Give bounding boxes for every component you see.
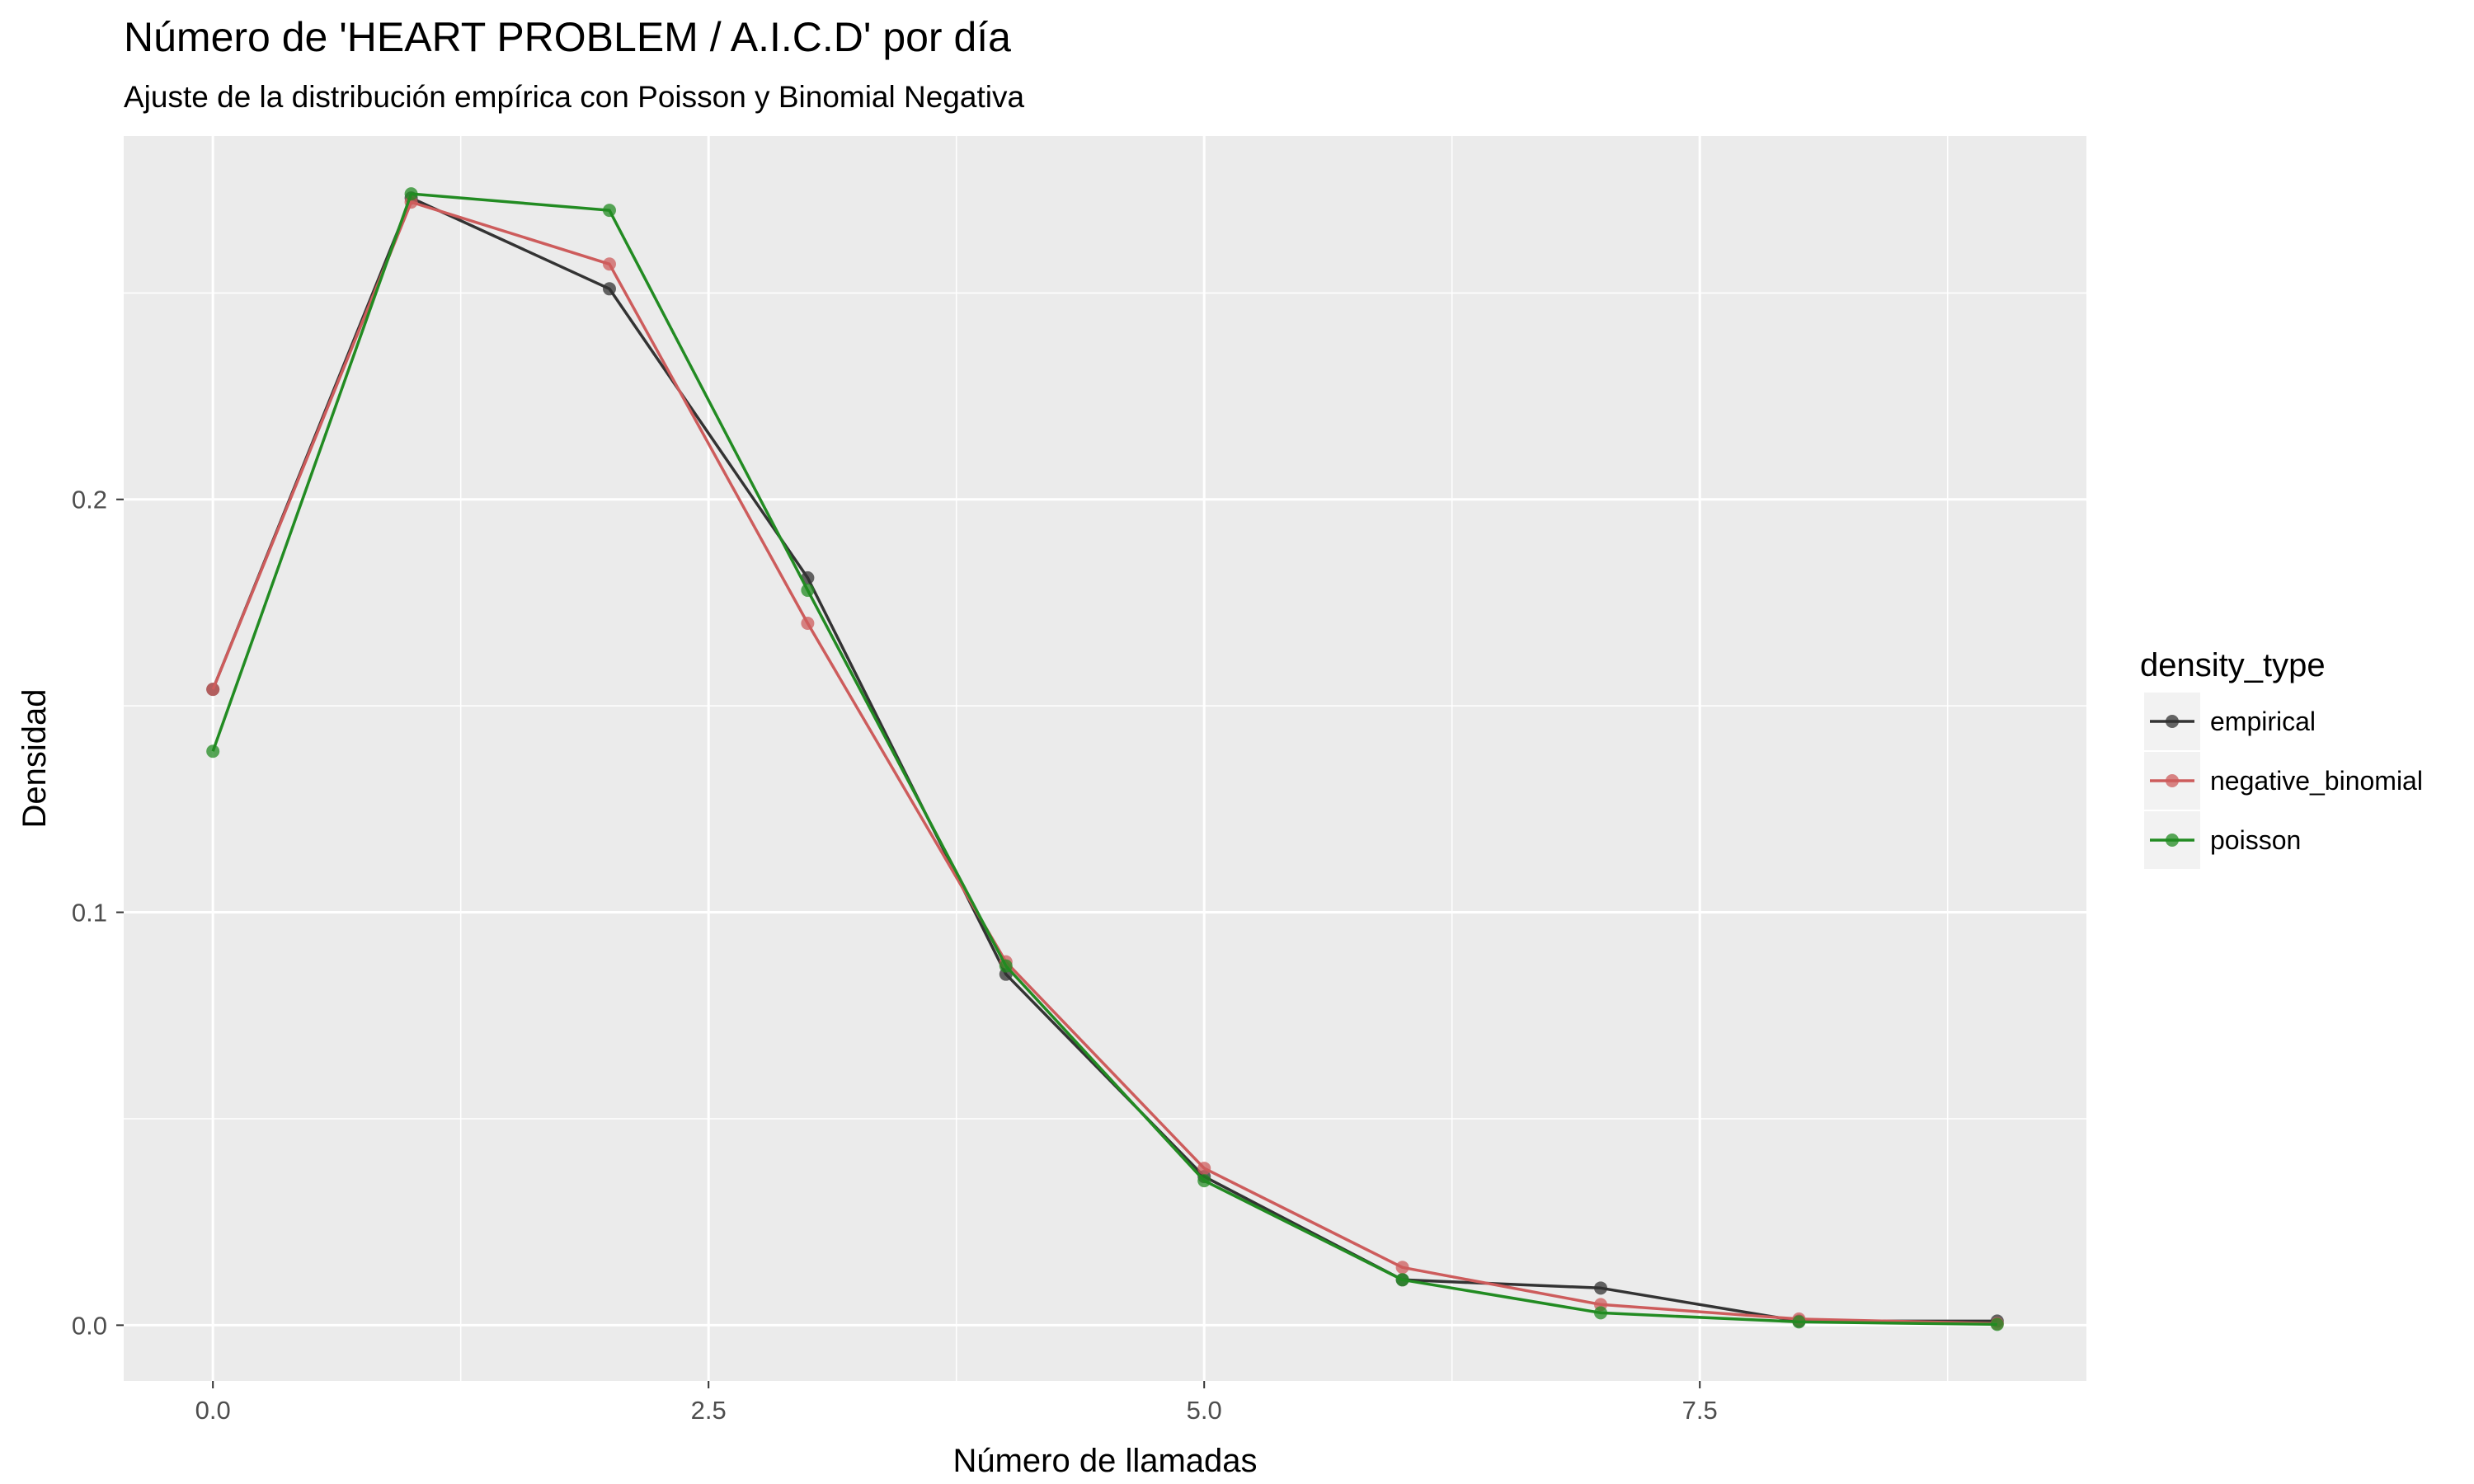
data-point-negative_binomial <box>801 616 815 630</box>
data-point-poisson <box>206 744 220 758</box>
data-point-empirical <box>602 282 616 296</box>
plot-panel <box>124 136 2086 1381</box>
y-axis: 0.0 0.1 0.2 <box>72 486 124 1340</box>
data-point-poisson <box>602 204 616 218</box>
data-point-negative_binomial <box>1395 1261 1409 1275</box>
x-axis: 0.0 2.5 5.0 7.5 <box>195 1381 1718 1425</box>
x-tick-label: 0.0 <box>195 1396 231 1425</box>
series-line-poisson <box>211 192 1997 1327</box>
data-point-negative_binomial <box>206 683 220 697</box>
x-tick-label: 2.5 <box>691 1396 727 1425</box>
series-layer <box>206 187 2004 1331</box>
legend-key-point <box>2166 834 2179 847</box>
y-tick-label: 0.2 <box>72 486 107 514</box>
y-tick-label: 0.0 <box>72 1311 107 1340</box>
chart-title: Número de 'HEART PROBLEM / A.I.C.D' por … <box>124 14 1011 60</box>
data-point-poisson <box>1594 1306 1608 1320</box>
data-point-poisson <box>404 187 418 201</box>
legend-label: poisson <box>2210 825 2301 855</box>
data-point-poisson <box>801 583 815 597</box>
data-point-poisson <box>1197 1174 1211 1188</box>
data-point-poisson <box>1990 1317 2004 1331</box>
legend-key-point <box>2166 715 2179 728</box>
legend: density_type empirical negative_binomialp… <box>2140 647 2423 869</box>
x-axis-title: Número de llamadas <box>952 1443 1257 1479</box>
legend-label: empirical <box>2210 707 2316 736</box>
x-tick-label: 5.0 <box>1187 1396 1222 1425</box>
data-point-poisson <box>1395 1273 1409 1287</box>
data-point-negative_binomial <box>602 257 616 271</box>
series-poisson <box>206 187 2004 1331</box>
legend-key-point <box>2166 774 2179 787</box>
x-tick-label: 7.5 <box>1682 1396 1718 1425</box>
y-tick-label: 0.1 <box>72 899 107 928</box>
minor-gridlines <box>124 136 2086 1381</box>
legend-item-empirical: empirical <box>2144 693 2316 750</box>
data-point-negative_binomial <box>1197 1162 1211 1176</box>
data-point-poisson <box>1792 1315 1806 1329</box>
legend-title: density_type <box>2140 647 2326 683</box>
legend-item-negative_binomial: negative_binomial <box>2144 752 2423 810</box>
chart-subtitle: Ajuste de la distribución empírica con P… <box>124 80 1024 114</box>
data-point-empirical <box>1594 1281 1608 1295</box>
y-axis-title: Densidad <box>16 688 53 828</box>
series-line-negative_binomial <box>211 200 1997 1326</box>
data-point-poisson <box>999 959 1013 973</box>
legend-label: negative_binomial <box>2210 766 2423 796</box>
legend-item-poisson: poisson <box>2144 811 2301 869</box>
